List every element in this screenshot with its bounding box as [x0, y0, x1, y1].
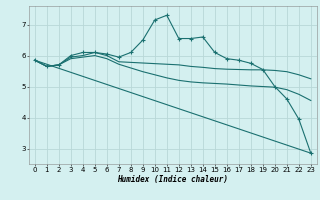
X-axis label: Humidex (Indice chaleur): Humidex (Indice chaleur) [117, 175, 228, 184]
